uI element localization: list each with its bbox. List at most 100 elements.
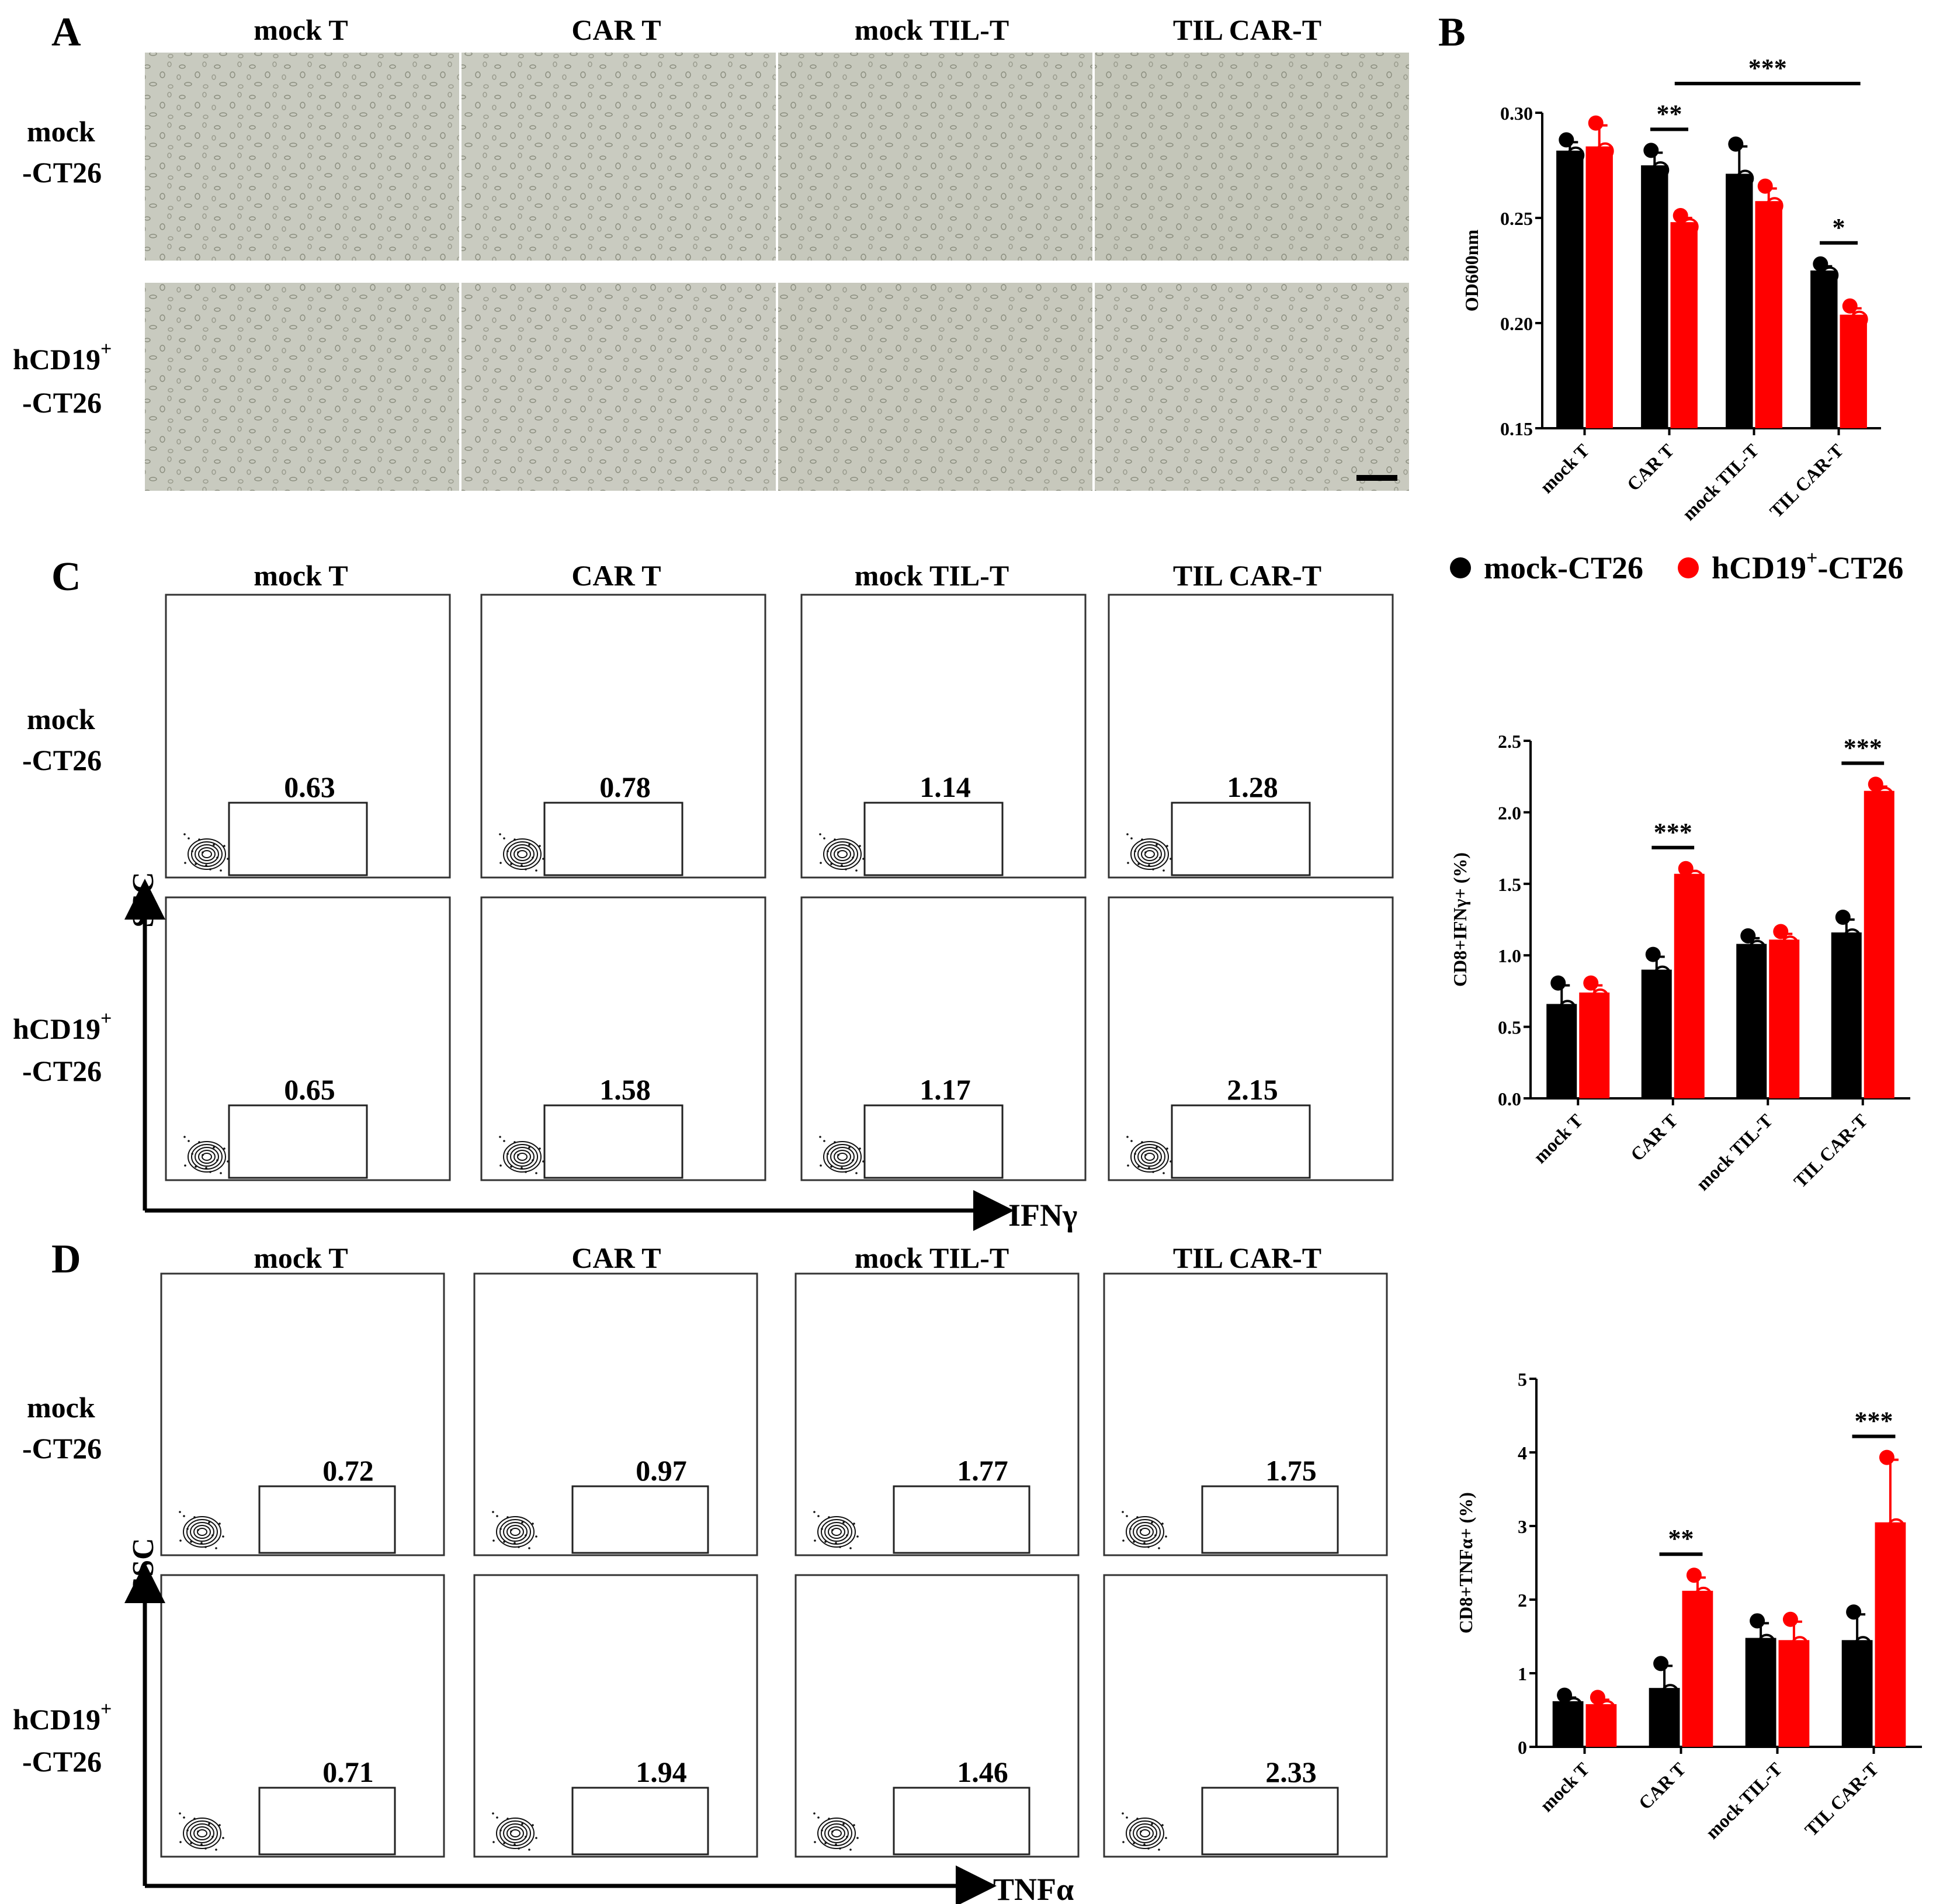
event-dot — [503, 1140, 505, 1142]
flow-plot-hcd19-3: 2.15 — [1108, 896, 1394, 1181]
contour-line — [827, 1144, 858, 1170]
bar-mock-ct26 — [1641, 969, 1672, 1098]
event-dot — [193, 1516, 196, 1518]
data-point — [1645, 946, 1661, 962]
x-tick-label: CAR T — [1635, 1758, 1690, 1813]
data-point — [1782, 1611, 1798, 1627]
data-point — [1643, 143, 1659, 158]
event-dot — [1137, 1166, 1140, 1168]
panel-c-letter: C — [51, 554, 81, 599]
data-point — [1876, 786, 1894, 804]
contour-line — [824, 1823, 849, 1843]
data-point — [1694, 1586, 1712, 1604]
gate-percentage: 0.71 — [322, 1756, 374, 1788]
legend-label-hcd19-ct26: hCD19+-CT26 — [1712, 547, 1903, 585]
panel-d-col-til-car-t: TIL CAR-T — [1173, 1241, 1321, 1274]
data-point — [1550, 975, 1566, 991]
bar-hcd19-ct26 — [1778, 1640, 1810, 1747]
event-dot — [528, 1848, 530, 1851]
event-dot — [839, 1847, 841, 1850]
event-dot — [223, 845, 225, 847]
event-dot — [1143, 1542, 1146, 1544]
event-dot — [186, 1528, 189, 1530]
panel-d-col-mock-til-t: mock TIL-T — [855, 1241, 1009, 1274]
x-tick-label: TIL CAR-T — [1800, 1758, 1883, 1840]
event-dot — [834, 1141, 836, 1143]
y-tick-label: 2 — [1518, 1590, 1527, 1611]
panel-a-column-headers: mock T CAR T mock TIL-T TIL CAR-T — [254, 13, 1321, 46]
event-dot — [849, 1848, 852, 1851]
event-dot — [506, 1153, 509, 1155]
contour-line — [510, 1829, 521, 1837]
bar-mock-ct26 — [1641, 165, 1668, 428]
flow-plot-mock-3: 1.28 — [1108, 594, 1394, 879]
x-tick-label: mock TIL-T — [1692, 1109, 1776, 1194]
event-dot — [839, 1546, 841, 1548]
bar-mock-ct26 — [1552, 1701, 1584, 1747]
event-dot — [1134, 1153, 1136, 1155]
data-point — [1661, 1684, 1680, 1702]
event-dot — [525, 1836, 527, 1838]
event-dot — [198, 1141, 200, 1143]
event-dot — [521, 1823, 523, 1825]
event-dot — [215, 1848, 217, 1851]
contour-line — [1136, 1826, 1154, 1840]
gate-percentage: 0.63 — [284, 771, 335, 803]
event-dot — [191, 1153, 193, 1155]
event-dot — [1144, 851, 1147, 854]
contour-line — [1129, 1519, 1161, 1545]
event-dot — [198, 838, 200, 841]
contour-line — [1141, 847, 1158, 861]
data-point — [1765, 197, 1783, 215]
panel-a-row-mock-line2: -CT26 — [22, 156, 102, 189]
panel-a-row-labels: mock -CT26 hCD19+ -CT26 — [13, 115, 112, 419]
data-point — [1681, 218, 1699, 236]
gate-box — [258, 1787, 396, 1856]
event-dot — [216, 1159, 218, 1161]
data-point — [1748, 939, 1767, 958]
y-tick-label: 0.15 — [1500, 418, 1533, 439]
data-point — [1843, 928, 1861, 946]
contour-line — [1134, 841, 1165, 867]
event-dot — [814, 1539, 816, 1542]
contour-line — [824, 1522, 849, 1542]
event-dot — [188, 837, 190, 840]
event-dot — [859, 845, 861, 847]
event-dot — [1148, 864, 1150, 866]
panel-d-row-mock-line1: mock — [27, 1391, 95, 1424]
y-tick-label: 0.0 — [1498, 1088, 1521, 1109]
gate-percentage: 1.94 — [636, 1756, 687, 1788]
data-point — [1653, 1656, 1669, 1671]
data-point — [1583, 975, 1599, 991]
event-dot — [853, 1824, 855, 1826]
contour-line — [190, 1823, 214, 1843]
event-dot — [837, 851, 839, 854]
flow-plot-frame — [1103, 1272, 1388, 1556]
gate-box — [228, 802, 368, 876]
contour-line — [831, 1829, 842, 1837]
contour-line — [837, 1153, 848, 1161]
bar-mock-ct26 — [1556, 150, 1584, 428]
flow-plot-frame — [800, 896, 1087, 1181]
x-tick-label: mock T — [1536, 439, 1594, 497]
event-dot — [834, 838, 836, 841]
event-dot — [499, 1164, 502, 1167]
bar-hcd19-ct26 — [1875, 1522, 1906, 1747]
panel-d-column-headers: mock T CAR T mock TIL-T TIL CAR-T — [254, 1241, 1321, 1274]
event-dot — [190, 1842, 192, 1844]
event-dot — [499, 833, 501, 835]
gate-box — [543, 802, 683, 876]
x-tick-label: mock T — [1536, 1758, 1594, 1816]
event-dot — [499, 862, 502, 864]
contour-line — [821, 1519, 852, 1545]
event-dot — [1161, 1824, 1164, 1826]
event-dot — [200, 1843, 203, 1846]
panel-c-row-mock-line1: mock — [27, 703, 95, 736]
contour-line — [834, 1150, 851, 1164]
axis-label-tnfa: TNFα — [993, 1872, 1074, 1904]
flow-plot-frame — [165, 594, 451, 879]
contour-line — [506, 1525, 524, 1539]
event-dot — [499, 1136, 501, 1138]
event-dot — [852, 856, 854, 859]
